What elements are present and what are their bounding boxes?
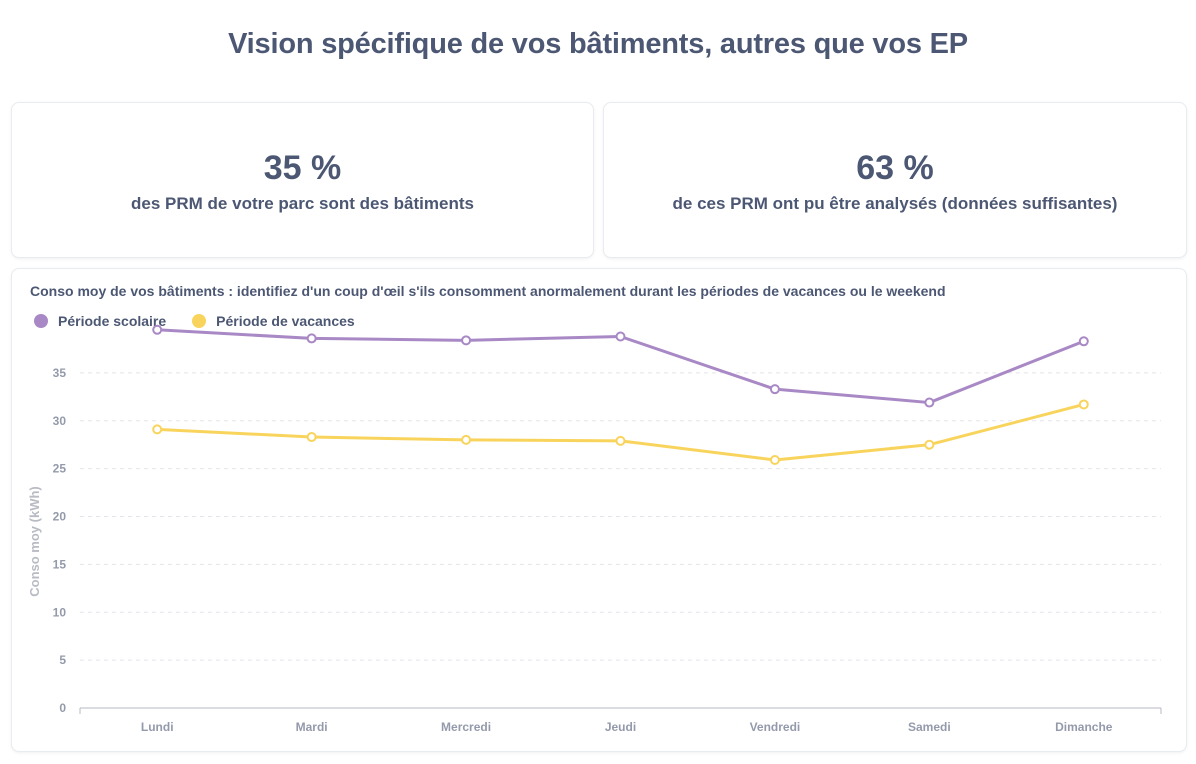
y-tick-label: 15 (53, 557, 67, 571)
y-axis-label: Conso moy (kWh) (27, 486, 42, 597)
x-tick-label: Mardi (296, 720, 328, 734)
chart-legend: Période scolaire Période de vacances (34, 313, 355, 329)
x-tick-label: Jeudi (605, 720, 636, 734)
chart-title: Conso moy de vos bâtiments : identifiez … (30, 283, 946, 299)
page-title: Vision spécifique de vos bâtiments, autr… (228, 28, 968, 60)
y-tick-label: 0 (59, 701, 66, 715)
data-point-scolaire (615, 331, 626, 342)
x-tick-label: Vendredi (750, 720, 801, 734)
legend-label-scolaire: Période scolaire (58, 313, 167, 329)
x-tick-label: Dimanche (1055, 720, 1113, 734)
x-tick-label: Lundi (141, 720, 174, 734)
legend-dot-scolaire (34, 314, 48, 328)
data-point-scolaire (461, 335, 472, 346)
y-tick-label: 10 (53, 605, 67, 619)
kpi-card-buildings-share: 35 % des PRM de votre parc sont des bâti… (11, 102, 594, 258)
data-point-scolaire (1078, 336, 1089, 347)
data-point-scolaire (769, 384, 780, 395)
line-chart: 0 5 10 15 20 25 30 35 Lundi Mardi Mercredi Jeudi Ven… (27, 324, 1162, 734)
legend-item-vacances[interactable]: Période de vacances (192, 313, 355, 329)
x-tick-label: Mercredi (441, 720, 491, 734)
y-tick-label: 25 (53, 462, 67, 476)
data-point-vacances (769, 455, 780, 466)
x-tick-label: Samedi (908, 720, 951, 734)
kpi-value: 63 % (856, 149, 934, 187)
data-point-vacances (924, 439, 935, 450)
chart-card: Conso moy de vos bâtiments : identifiez … (11, 268, 1187, 752)
legend-dot-vacances (192, 314, 207, 328)
data-point-scolaire (306, 333, 317, 344)
legend-item-scolaire[interactable]: Période scolaire (34, 313, 166, 329)
series-line-vacances (155, 402, 1086, 462)
y-tick-label: 20 (53, 510, 67, 524)
y-tick-label: 5 (59, 653, 66, 667)
y-tick-label: 35 (53, 366, 67, 380)
data-point-vacances (1078, 399, 1089, 410)
kpi-card-analysed-share: 63 % de ces PRM ont pu être analysés (do… (603, 102, 1187, 258)
y-tick-label: 30 (53, 414, 67, 428)
data-point-vacances (461, 434, 472, 445)
data-point-vacances (615, 435, 626, 446)
kpi-value: 35 % (263, 149, 342, 187)
data-point-vacances (152, 424, 163, 435)
data-point-scolaire (152, 324, 163, 335)
legend-label-vacances: Période de vacances (216, 313, 355, 329)
data-point-scolaire (924, 397, 935, 408)
kpi-label: de ces PRM ont pu être analysés (données… (672, 194, 1118, 213)
kpi-label: des PRM de votre parc sont des bâtiments (131, 194, 474, 213)
data-point-vacances (306, 432, 317, 443)
